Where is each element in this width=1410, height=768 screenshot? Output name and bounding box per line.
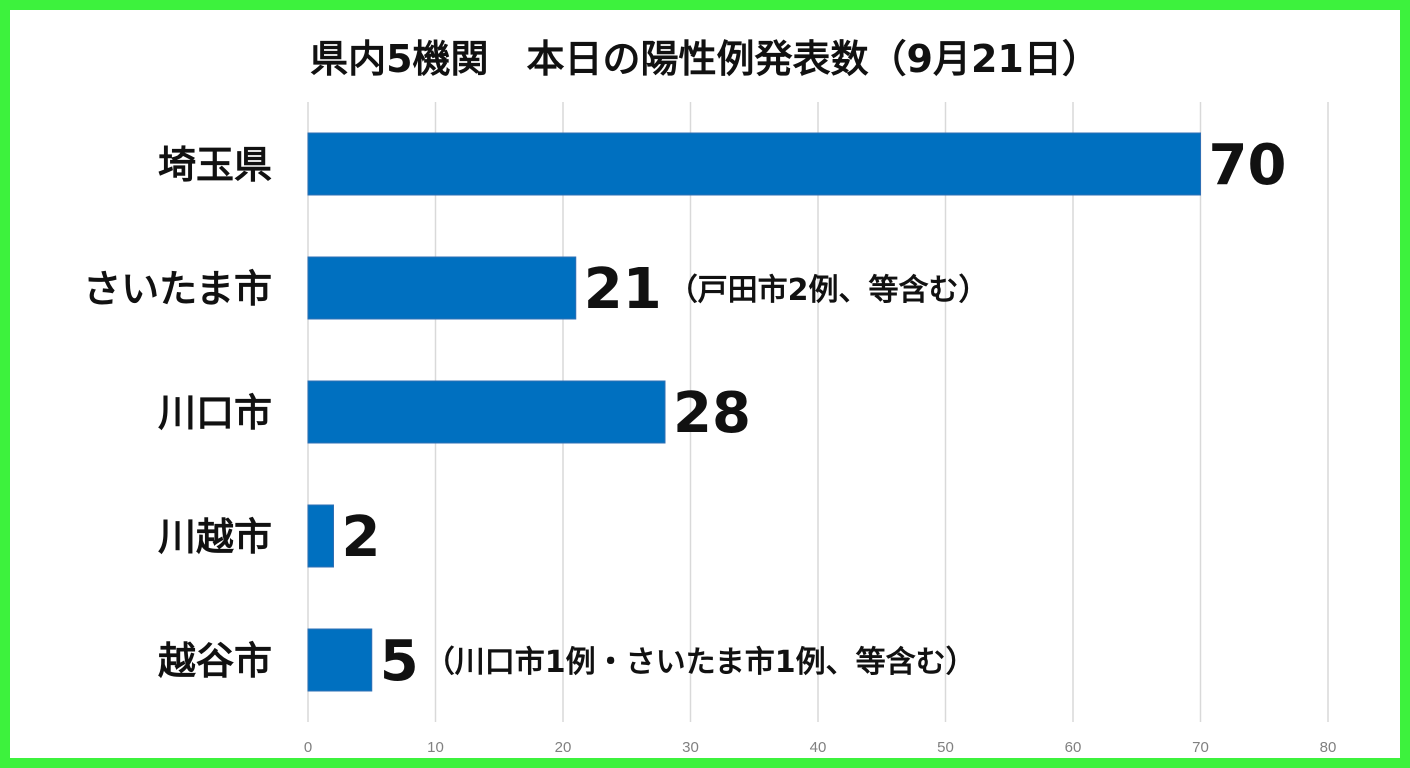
- x-tick-label: 40: [810, 739, 827, 756]
- data-label: 28: [673, 381, 751, 446]
- data-label: 21: [584, 257, 662, 322]
- data-label: 70: [1209, 133, 1287, 198]
- bars: [307, 132, 1201, 692]
- x-tick-label: 20: [555, 739, 572, 756]
- category-label: さいたま市: [83, 267, 272, 311]
- x-tick-label: 80: [1320, 739, 1337, 756]
- bar: [307, 256, 577, 320]
- category-label: 川越市: [158, 515, 272, 559]
- data-annotation: （川口市1例・さいたま市1例、等含む）: [425, 645, 976, 680]
- category-label: 越谷市: [158, 639, 272, 683]
- bar: [307, 132, 1201, 196]
- data-label: 5: [380, 629, 419, 694]
- x-tick-label: 0: [304, 739, 312, 756]
- bar: [307, 628, 373, 692]
- x-tick-label: 30: [682, 739, 699, 756]
- data-annotation: （戸田市2例、等含む）: [668, 273, 989, 308]
- category-label: 埼玉県: [158, 143, 272, 187]
- chart-title: 県内5機関 本日の陽性例発表数（9月21日）: [310, 37, 1100, 81]
- x-axis-ticks: 0 10 20 30 40 50 60 70 80: [304, 739, 1337, 756]
- x-tick-label: 10: [427, 739, 444, 756]
- data-label: 2: [342, 505, 381, 570]
- labels: 埼玉県 70 さいたま市 21 （戸田市2例、等含む） 川口市 28 川越市 2 越谷市 5 （川口市…: [83, 133, 1286, 694]
- bar: [307, 380, 666, 444]
- x-tick-label: 60: [1065, 739, 1082, 756]
- x-tick-label: 70: [1192, 739, 1209, 756]
- category-label: 川口市: [158, 391, 272, 435]
- bar: [307, 504, 334, 568]
- x-tick-label: 50: [937, 739, 954, 756]
